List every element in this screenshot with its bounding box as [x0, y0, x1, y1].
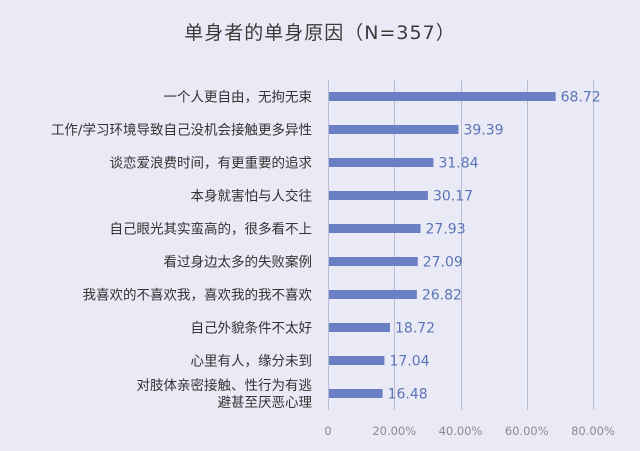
- bar: [329, 389, 383, 398]
- value-label: 17.04: [389, 354, 429, 370]
- category-label: 本身就害怕与人交往: [191, 188, 313, 205]
- bar: [329, 158, 434, 167]
- category-label: 一个人更自由，无拘无束: [164, 90, 313, 106]
- x-tick-label: 20.00%: [372, 424, 416, 438]
- bar: [329, 290, 417, 299]
- category-label: 谈恋爱浪费时间，有更重要的追求: [110, 155, 313, 172]
- value-label: 30.17: [433, 189, 473, 205]
- x-tick-label: 40.00%: [439, 424, 483, 438]
- value-label: 68.72: [561, 90, 601, 106]
- value-label: 31.84: [438, 156, 478, 172]
- value-label: 39.39: [463, 123, 503, 139]
- bar: [329, 257, 418, 266]
- category-label: 心里有人，缘分未到: [191, 354, 313, 370]
- bar: [329, 125, 459, 134]
- category-label: 自己外貌条件不太好: [191, 320, 313, 337]
- bar: [329, 224, 421, 233]
- x-tick-label: 0: [324, 424, 331, 438]
- category-label: 避甚至厌恶心理: [218, 395, 313, 411]
- x-tick-label: 80.00%: [571, 424, 615, 438]
- x-tick-label: 60.00%: [505, 424, 549, 438]
- bar: [329, 92, 556, 101]
- bar: [329, 323, 391, 332]
- category-label: 看过身边太多的失败案例: [164, 254, 313, 271]
- value-label: 27.09: [423, 255, 463, 271]
- value-label: 27.93: [426, 222, 466, 238]
- bar: [329, 191, 428, 200]
- value-label: 26.82: [422, 288, 462, 304]
- value-label: 18.72: [395, 321, 435, 337]
- chart-title: 单身者的单身原因（N=357）: [184, 22, 456, 44]
- bar: [329, 356, 385, 365]
- category-label: 对肢体亲密接触、性行为有逃: [137, 377, 313, 394]
- category-label: 自己眼光其实蛮高的，很多看不上: [110, 221, 313, 238]
- category-label: 工作/学习环境导致自己没机会接触更多异性: [51, 122, 312, 139]
- category-label: 我喜欢的不喜欢我，喜欢我的我不喜欢: [83, 288, 313, 304]
- value-label: 16.48: [388, 387, 428, 403]
